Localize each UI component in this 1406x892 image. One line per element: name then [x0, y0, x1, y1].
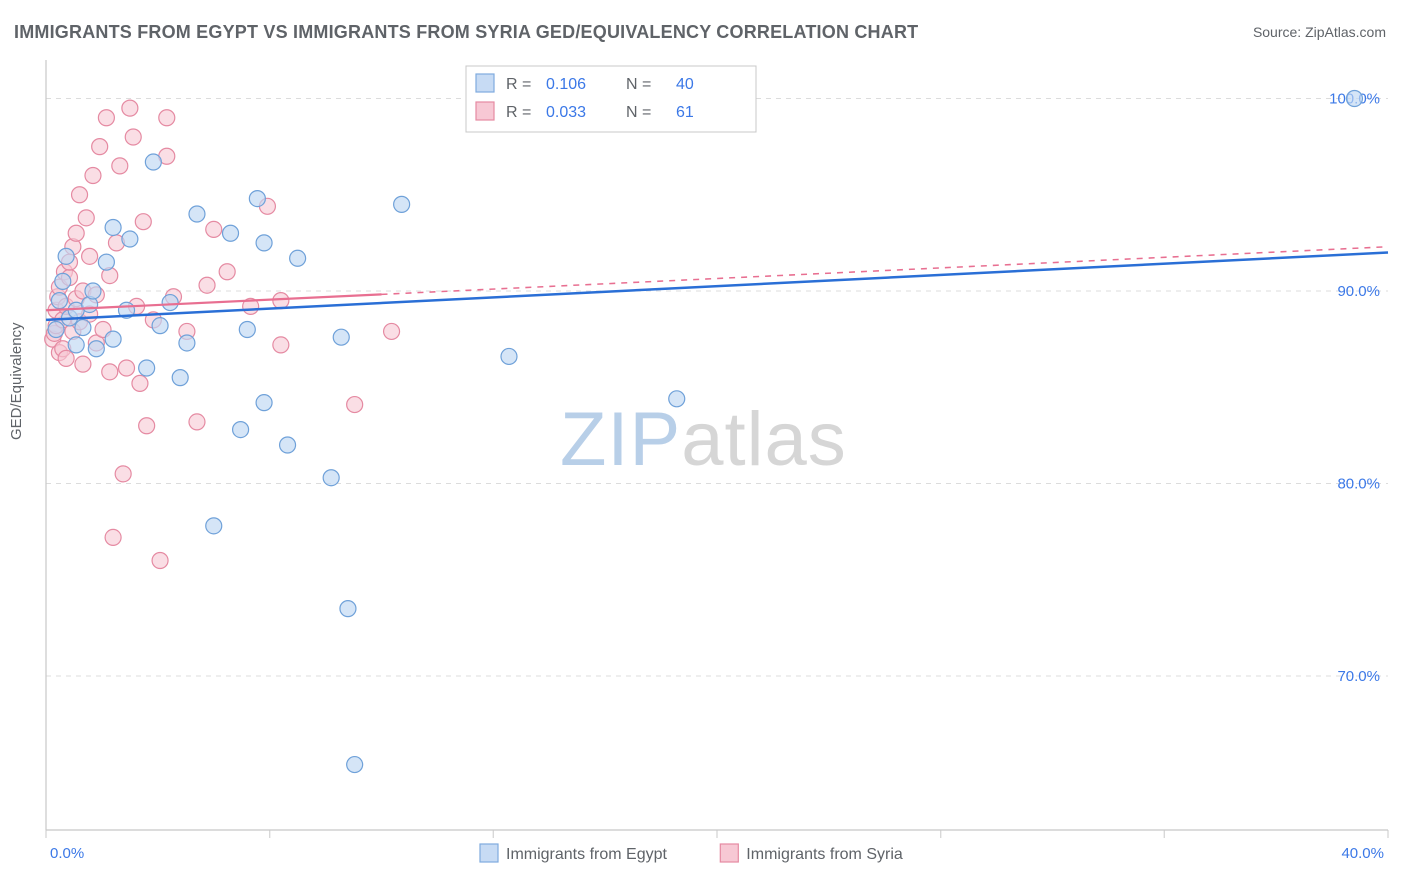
- legend-r-value: 0.106: [546, 76, 586, 93]
- point-egypt: [323, 470, 339, 486]
- point-egypt: [75, 320, 91, 336]
- point-syria: [273, 293, 289, 309]
- source-label: Source:: [1253, 24, 1301, 40]
- point-egypt: [51, 293, 67, 309]
- legend-n-label: N =: [626, 104, 651, 121]
- legend-swatch: [476, 74, 494, 92]
- point-egypt: [249, 191, 265, 207]
- legend-n-value: 61: [676, 104, 694, 121]
- point-egypt: [189, 206, 205, 222]
- point-egypt: [256, 235, 272, 251]
- point-egypt: [206, 518, 222, 534]
- point-syria: [139, 418, 155, 434]
- legend-r-label: R =: [506, 104, 531, 121]
- scatter-chart: 70.0%80.0%90.0%100.0%0.0%40.0%R =0.106N …: [0, 0, 1406, 892]
- point-egypt: [122, 231, 138, 247]
- point-syria: [68, 225, 84, 241]
- point-egypt: [239, 322, 255, 338]
- point-egypt: [105, 219, 121, 235]
- source-attribution: Source: ZipAtlas.com: [1253, 24, 1386, 40]
- point-syria: [273, 337, 289, 353]
- point-egypt: [179, 335, 195, 351]
- point-egypt: [68, 337, 84, 353]
- y-tick-label: 90.0%: [1337, 283, 1380, 300]
- point-syria: [347, 397, 363, 413]
- point-egypt: [290, 250, 306, 266]
- legend-r-value: 0.033: [546, 104, 586, 121]
- legend-n-label: N =: [626, 76, 651, 93]
- legend-r-label: R =: [506, 76, 531, 93]
- point-syria: [384, 323, 400, 339]
- point-egypt: [145, 154, 161, 170]
- point-syria: [105, 529, 121, 545]
- point-syria: [122, 100, 138, 116]
- legend-bottom-swatch: [480, 844, 498, 862]
- point-syria: [78, 210, 94, 226]
- point-syria: [58, 350, 74, 366]
- point-syria: [82, 248, 98, 264]
- point-syria: [189, 414, 205, 430]
- point-egypt: [162, 295, 178, 311]
- point-syria: [115, 466, 131, 482]
- point-syria: [219, 264, 235, 280]
- point-egypt: [223, 225, 239, 241]
- point-egypt: [669, 391, 685, 407]
- point-egypt: [152, 318, 168, 334]
- trendline-syria-dash: [382, 247, 1389, 295]
- point-egypt: [48, 322, 64, 338]
- y-tick-label: 80.0%: [1337, 476, 1380, 493]
- source-value: ZipAtlas.com: [1305, 24, 1386, 40]
- point-egypt: [98, 254, 114, 270]
- point-egypt: [280, 437, 296, 453]
- legend-n-value: 40: [676, 76, 694, 93]
- point-syria: [125, 129, 141, 145]
- point-egypt: [1346, 91, 1362, 107]
- point-syria: [98, 110, 114, 126]
- point-egypt: [256, 395, 272, 411]
- trendline-egypt: [46, 253, 1388, 320]
- legend-bottom-label: Immigrants from Egypt: [506, 846, 667, 863]
- point-syria: [135, 214, 151, 230]
- point-syria: [199, 277, 215, 293]
- y-tick-label: 70.0%: [1337, 668, 1380, 685]
- y-axis-label: GED/Equivalency: [8, 322, 25, 440]
- point-egypt: [394, 196, 410, 212]
- point-egypt: [55, 273, 71, 289]
- point-egypt: [139, 360, 155, 376]
- point-syria: [85, 168, 101, 184]
- point-syria: [102, 364, 118, 380]
- legend-swatch: [476, 102, 494, 120]
- x-tick-label: 40.0%: [1341, 845, 1384, 862]
- point-syria: [206, 221, 222, 237]
- x-tick-label: 0.0%: [50, 845, 84, 862]
- chart-container: IMMIGRANTS FROM EGYPT VS IMMIGRANTS FROM…: [0, 0, 1406, 892]
- point-egypt: [347, 757, 363, 773]
- point-syria: [92, 139, 108, 155]
- point-egypt: [88, 341, 104, 357]
- point-syria: [152, 553, 168, 569]
- point-syria: [75, 356, 91, 372]
- point-egypt: [340, 601, 356, 617]
- point-egypt: [501, 348, 517, 364]
- chart-title: IMMIGRANTS FROM EGYPT VS IMMIGRANTS FROM…: [14, 22, 918, 43]
- legend-bottom-label: Immigrants from Syria: [746, 846, 903, 863]
- point-egypt: [58, 248, 74, 264]
- legend-bottom-swatch: [720, 844, 738, 862]
- point-egypt: [333, 329, 349, 345]
- point-egypt: [172, 370, 188, 386]
- point-egypt: [105, 331, 121, 347]
- point-syria: [159, 110, 175, 126]
- point-syria: [119, 360, 135, 376]
- point-syria: [72, 187, 88, 203]
- point-egypt: [85, 283, 101, 299]
- point-syria: [132, 375, 148, 391]
- point-syria: [112, 158, 128, 174]
- point-egypt: [233, 422, 249, 438]
